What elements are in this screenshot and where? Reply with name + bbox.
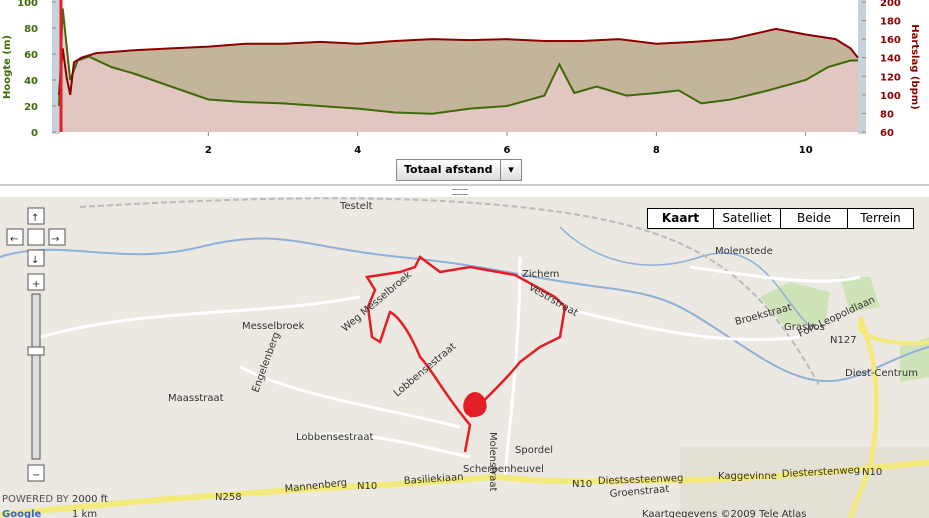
scale-km: 1 km: [72, 509, 97, 518]
y2-tick-label: 60: [880, 128, 894, 139]
svg-text:↓: ↓: [31, 255, 39, 266]
logo: Google: [2, 509, 42, 518]
y2-tick-label: 180: [880, 17, 901, 28]
map: Testelt Zichem Molenstede Messelbroek Grasbo…: [0, 197, 929, 518]
map-type-button[interactable]: Satelliet: [713, 208, 781, 229]
area: [59, 8, 858, 132]
place-label: Groenstraat: [609, 484, 669, 500]
y-tick-label: 100: [17, 0, 38, 9]
chart: Hoogte (m) Hartslag (bpm) 0 20 40 60 80 100 60…: [0, 0, 929, 186]
y2-tick-label: 140: [880, 54, 901, 65]
place-label: Kaggevinne: [718, 471, 777, 482]
map-type-button[interactable]: Terrein: [847, 208, 914, 229]
place-label: Zichem: [522, 269, 559, 280]
svg-text:↑: ↑: [31, 213, 39, 224]
place-label: Diesterstenweg: [782, 465, 861, 480]
place-label: Grasbos: [784, 322, 825, 333]
place-label: Spordel: [515, 445, 553, 456]
y-tick-label: 80: [24, 24, 38, 35]
route: [364, 255, 567, 453]
place-label: Diestsesteenweg: [598, 473, 684, 487]
selector-text: Totaal afstand: [404, 163, 493, 176]
nav-control[interactable]: [6, 207, 66, 482]
x-tick-label: 4: [354, 145, 361, 156]
place-label: Scherpenheuvel: [463, 464, 544, 475]
splitter[interactable]: [452, 189, 468, 195]
scale-ft: 2000 ft: [72, 494, 108, 505]
place-label: N10: [862, 467, 882, 478]
y2-tick-label: 80: [880, 109, 894, 120]
place-label: Lobbensestraat: [296, 432, 374, 443]
place-label: N258: [215, 492, 242, 503]
svg-text:+: +: [32, 279, 40, 290]
line: [58, 8, 858, 115]
place-label: N10: [572, 479, 592, 490]
x-tick-label: 8: [653, 145, 660, 156]
map-type-button[interactable]: Kaart: [647, 208, 714, 229]
x-tick-label: 10: [799, 145, 813, 156]
y2-label: Hartslag (bpm): [909, 24, 920, 109]
place-label: N127: [830, 335, 857, 346]
place-label: Molenstraat: [487, 432, 498, 492]
svg-text:←: ←: [10, 234, 18, 245]
powered: POWERED BY: [2, 494, 70, 505]
line: [58, 27, 859, 96]
place-label: Maasstraat: [168, 393, 224, 404]
svg-text:→: →: [51, 234, 59, 245]
map-type-button[interactable]: Beide: [780, 208, 848, 229]
side-bar: [858, 0, 866, 134]
x-tick-label: 6: [504, 145, 511, 156]
copyright: Kaartgegevens ©2009 Tele Atlas: [642, 509, 806, 518]
place-label: Molenstede: [715, 246, 773, 257]
marker[interactable]: [463, 392, 487, 433]
x-tick-label: 2: [205, 145, 212, 156]
place-label: Testelt: [339, 201, 373, 212]
y2-tick-label: 160: [880, 35, 901, 46]
place-label: Messelbroek: [242, 321, 305, 332]
y2-tick-label: 200: [880, 0, 901, 9]
y2-tick-label: 120: [880, 72, 901, 83]
y-tick-label: 60: [24, 50, 38, 61]
y2-tick-label: 100: [880, 91, 901, 102]
place-label: Basiliekiaan: [403, 472, 463, 487]
y-tick-label: 40: [24, 76, 38, 87]
y-label: Hoogte (m): [2, 35, 13, 99]
selector[interactable]: Totaal afstand ▾: [396, 159, 522, 181]
place-label: Diest-Centrum: [845, 368, 918, 379]
y-tick-label: 20: [24, 102, 38, 113]
svg-text:−: −: [32, 470, 40, 481]
place-label: N10: [357, 481, 377, 492]
dropdown-arrow: ▾: [500, 160, 521, 180]
y-tick-label: 0: [31, 128, 38, 139]
nav-icons: ↑ ← → ↓ + −: [10, 213, 59, 481]
side-bar: [52, 0, 60, 134]
